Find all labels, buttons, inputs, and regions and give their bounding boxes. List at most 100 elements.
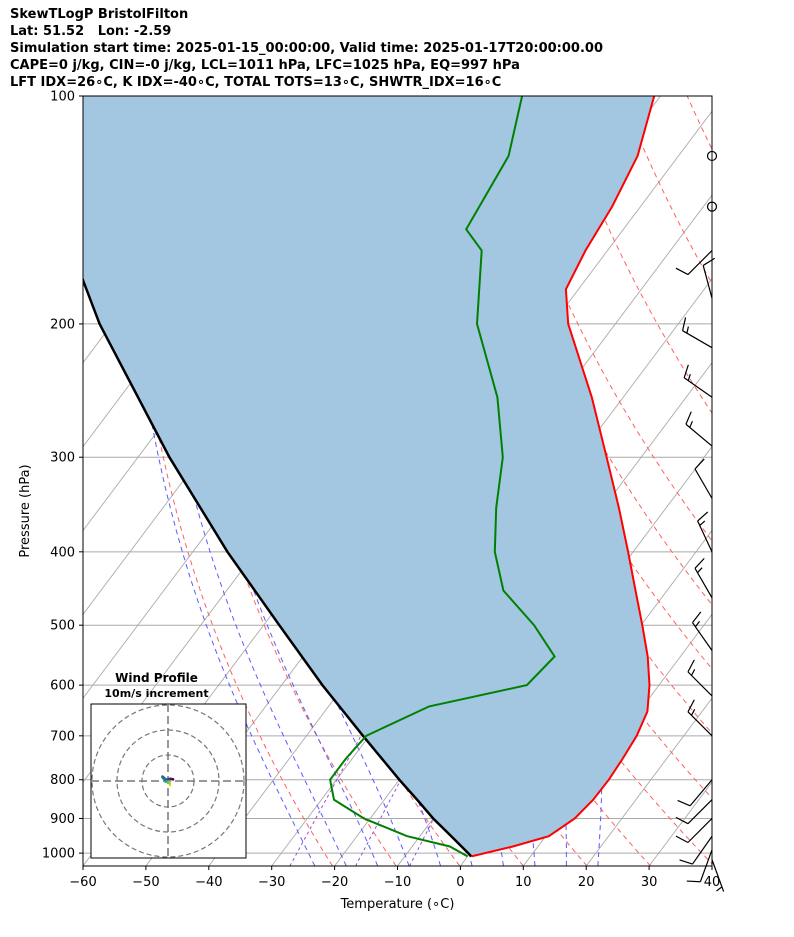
wind-barb-feather xyxy=(697,511,709,522)
wind-barb-calm xyxy=(706,201,718,212)
x-tick-label: −40 xyxy=(195,875,222,890)
wind-barb-staff xyxy=(687,671,713,697)
wind-barb-feather xyxy=(692,611,702,624)
wind-barb-feather xyxy=(683,364,689,378)
wind-barb-half-feather xyxy=(699,520,706,526)
isotherm-line xyxy=(648,781,712,866)
wind-barb xyxy=(694,458,713,499)
x-axis-label: Temperature (∘C) xyxy=(340,897,455,912)
wind-barb-staff xyxy=(692,835,713,865)
wind-barb xyxy=(681,317,713,349)
plot-area xyxy=(83,96,794,866)
wind-barb-staff xyxy=(692,622,713,651)
cin-shading xyxy=(83,96,655,857)
wind-barb-half-feather xyxy=(694,621,701,628)
wind-barb-feather xyxy=(677,799,691,807)
y-tick-label: 200 xyxy=(50,317,75,332)
y-tick-label: 600 xyxy=(50,679,75,694)
x-tick-label: 0 xyxy=(456,875,464,890)
isotherm-line xyxy=(585,697,712,866)
wind-barb xyxy=(675,818,713,844)
moist-adiabat-line xyxy=(129,96,316,866)
wind-barb-staff xyxy=(687,799,713,825)
wind-barb-feather xyxy=(694,458,705,470)
wind-barb xyxy=(683,364,713,398)
wind-barb-feather xyxy=(675,816,689,825)
wind-barb-staff xyxy=(687,818,713,843)
wind-barbs xyxy=(675,150,725,892)
wind-barb-staff xyxy=(697,520,713,553)
x-tick-label: 10 xyxy=(515,875,532,890)
wind-barb-staff xyxy=(694,568,713,599)
y-axis-label: Pressure (hPa) xyxy=(18,464,33,557)
dry-adiabat-line xyxy=(556,96,712,414)
header-time-line: Simulation start time: 2025-01-15_00:00:… xyxy=(10,41,603,56)
y-tick-label: 300 xyxy=(50,451,75,466)
hodograph-plot xyxy=(91,704,246,858)
wind-barb-feather xyxy=(694,557,705,569)
wind-barb xyxy=(686,849,713,883)
wind-barb-staff xyxy=(683,377,713,398)
wind-barb xyxy=(675,799,713,825)
wind-barb-feather xyxy=(675,267,689,276)
x-tick-label: −10 xyxy=(384,875,411,890)
wind-barb-staff xyxy=(682,330,713,349)
hodograph-inset xyxy=(90,703,247,859)
x-tick-label: 20 xyxy=(578,875,595,890)
wind-barb-staff xyxy=(694,468,713,499)
dry-adiabat-line xyxy=(752,96,794,866)
y-tick-label: 800 xyxy=(50,773,75,788)
wind-barb-half-feather xyxy=(686,326,689,334)
wind-barb-half-feather xyxy=(690,709,696,716)
wind-barb xyxy=(692,611,713,651)
wind-barb-staff xyxy=(699,849,713,882)
moist-adiabat-line xyxy=(149,96,347,866)
wind-barb xyxy=(697,511,713,553)
wind-barb-feather xyxy=(686,880,701,883)
x-tick-label: −20 xyxy=(321,875,348,890)
dry-adiabat-line xyxy=(686,96,712,151)
wind-barb-staff xyxy=(687,250,713,276)
header-indices-line: LFT IDX=26∘C, K IDX=-40∘C, TOTAL TOTS=13… xyxy=(10,75,502,90)
x-tick-label: −50 xyxy=(132,875,159,890)
isotherm-line xyxy=(711,865,712,866)
wind-barb-calm xyxy=(706,150,718,162)
wind-barb-feather xyxy=(687,659,695,673)
hodograph-subtitle: 10m/s increment xyxy=(104,687,208,700)
wind-barb xyxy=(685,411,713,447)
header-cape-line: CAPE=0 j/kg, CIN=-0 j/kg, LCL=1011 hPa, … xyxy=(10,58,520,73)
temperature-line xyxy=(471,96,656,858)
wind-barb-half-feather xyxy=(716,886,723,892)
wind-barb-half-feather xyxy=(689,420,693,428)
wind-barb-staff xyxy=(711,859,725,892)
wind-barb-feather xyxy=(679,859,693,865)
x-tick-label: 40 xyxy=(704,875,721,890)
wind-barb-staff xyxy=(689,779,713,807)
wind-barb xyxy=(679,835,713,865)
wind-barb-feather xyxy=(687,699,695,713)
isotherm-line xyxy=(775,96,794,866)
wind-barb-staff xyxy=(702,265,713,299)
header-latlon-line: Lat: 51.52 Lon: -2.59 xyxy=(10,24,172,39)
hodograph-title: Wind Profile xyxy=(115,671,198,685)
wind-barb xyxy=(711,859,725,892)
wind-barb-half-feather xyxy=(690,669,696,676)
isotherm-line xyxy=(83,96,95,112)
wind-barb-feather xyxy=(681,317,687,331)
header-station-line: SkewTLogP BristolFilton xyxy=(10,7,189,22)
wind-barb xyxy=(687,699,713,737)
dewpoint-line xyxy=(329,96,556,858)
y-tick-label: 1000 xyxy=(42,847,75,862)
y-tick-label: 700 xyxy=(50,729,75,744)
wind-barb xyxy=(677,779,713,807)
x-tick-label: 30 xyxy=(641,875,658,890)
y-tick-label: 400 xyxy=(50,545,75,560)
wind-barb xyxy=(694,557,713,599)
wind-barb-staff xyxy=(687,711,713,737)
x-tick-label: −30 xyxy=(258,875,285,890)
y-tick-label: 900 xyxy=(50,812,75,827)
parcel-profile-line xyxy=(83,276,473,858)
wind-barb-half-feather xyxy=(687,373,691,381)
x-tick-label: −60 xyxy=(69,875,96,890)
